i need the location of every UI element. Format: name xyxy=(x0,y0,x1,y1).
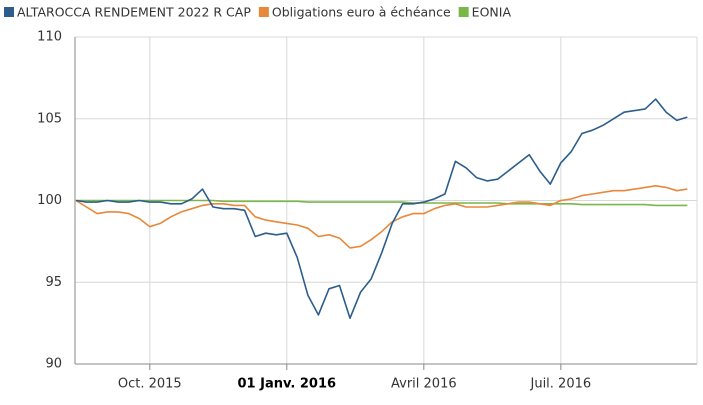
series-line xyxy=(75,98,688,319)
series-line xyxy=(76,199,688,207)
y-tick-label: 95 xyxy=(45,275,62,290)
legend-label: EONIA xyxy=(472,5,512,20)
legend-swatch xyxy=(458,7,469,17)
legend-swatch xyxy=(258,7,269,17)
x-tick-label: Avril 2016 xyxy=(391,377,457,392)
y-tick-label: 110 xyxy=(37,30,62,45)
series-line xyxy=(75,185,688,249)
x-tick-label: 01 Janv. 2016 xyxy=(238,377,337,392)
y-tick-label: 105 xyxy=(37,111,62,126)
legend-swatch xyxy=(4,7,14,17)
axes: 90 95 100 105 110 Oct. 2015 01 Janv. 2016 Avril… xyxy=(37,30,698,392)
legend-label: Obligations euro à échéance xyxy=(272,5,451,20)
legend-label: ALTAROCCA RENDEMENT 2022 R CAP xyxy=(17,5,251,20)
x-tick-label: Juil. 2016 xyxy=(530,377,592,392)
lines xyxy=(75,98,688,319)
legend: ALTAROCCA RENDEMENT 2022 R CAP Obligation… xyxy=(4,5,511,20)
y-tick-label: 100 xyxy=(37,193,62,208)
y-tick-label: 90 xyxy=(45,357,62,372)
x-tick-label: Oct. 2015 xyxy=(118,377,182,392)
